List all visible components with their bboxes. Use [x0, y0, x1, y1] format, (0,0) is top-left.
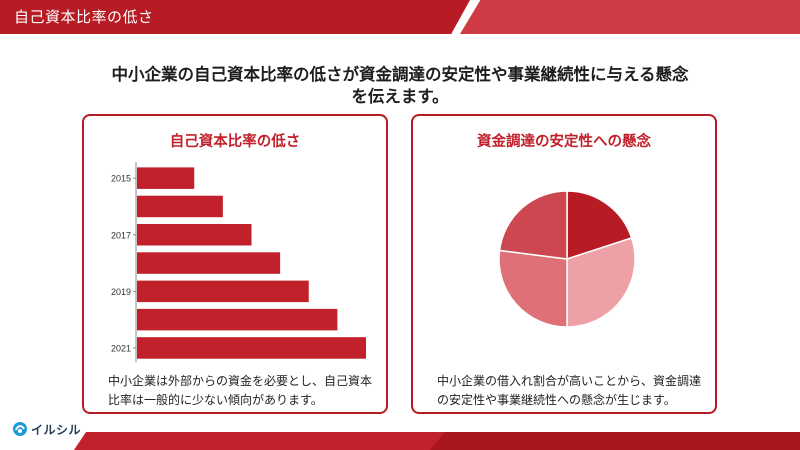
equity-ratio-description: 中小企業は外部からの資金を必要とし、自己資本比率は一般的に少ない傾向があります。 — [108, 374, 373, 407]
pie-slice-1 — [566, 190, 633, 261]
brand-name: イルシル — [31, 422, 82, 437]
funding-stability-pie-chart — [498, 190, 636, 328]
equity-ratio-card-title: 自己資本比率の低さ — [169, 134, 301, 150]
bar-2021 — [137, 337, 366, 359]
headline-line-2: を伝えます。 — [351, 87, 449, 106]
ilsil-logo-icon — [13, 422, 27, 436]
footer-bar-accent — [430, 432, 800, 450]
header-bar-accent — [460, 0, 800, 34]
pie-slice-2 — [566, 237, 636, 328]
funding-stability-card: 資金調達の安定性への懸念 中小企業の借入れ割合が高いことから、資金調達の安定性や… — [411, 114, 717, 414]
funding-stability-description: 中小企業の借入れ割合が高いことから、資金調達の安定性や事業継続性への懸念が生じま… — [437, 374, 702, 407]
header-bar: 自己資本比率の低さ — [0, 0, 800, 34]
headline-line-1: 中小企業の自己資本比率の低さが資金調達の安定性や事業継続性に与える懸念 — [111, 65, 689, 84]
footer-logo-area — [0, 432, 86, 450]
y-tick-label-2017: 2017 — [111, 230, 131, 240]
bar-2015 — [137, 167, 195, 189]
funding-stability-card-title: 資金調達の安定性への懸念 — [477, 134, 651, 150]
equity-ratio-bar-chart: 2015 2017 2019 2021 — [111, 162, 366, 363]
y-tick-label-2015: 2015 — [111, 174, 131, 184]
slide-section-title: 自己資本比率の低さ — [14, 8, 154, 26]
bar-2017 — [137, 224, 252, 246]
y-tick-label-2019: 2019 — [111, 287, 131, 297]
equity-ratio-card: 自己資本比率の低さ 2015 2017 2019 2021 中小企業は外部からの資金を… — [82, 114, 388, 414]
header-bar-primary — [0, 0, 470, 34]
bar-2020 — [137, 308, 338, 331]
footer-bar — [0, 432, 800, 450]
brand-logo: イルシル — [12, 420, 81, 438]
pie-slice-4 — [498, 190, 568, 260]
bar-2016 — [137, 195, 223, 218]
y-tick-label-2021: 2021 — [111, 343, 131, 353]
slide-headline: 中小企業の自己資本比率の低さが資金調達の安定性や事業継続性に与える懸念 を伝えま… — [40, 64, 760, 108]
bar-2019 — [137, 280, 309, 303]
bar-2018 — [137, 252, 281, 274]
pie-slice-3 — [498, 249, 568, 328]
